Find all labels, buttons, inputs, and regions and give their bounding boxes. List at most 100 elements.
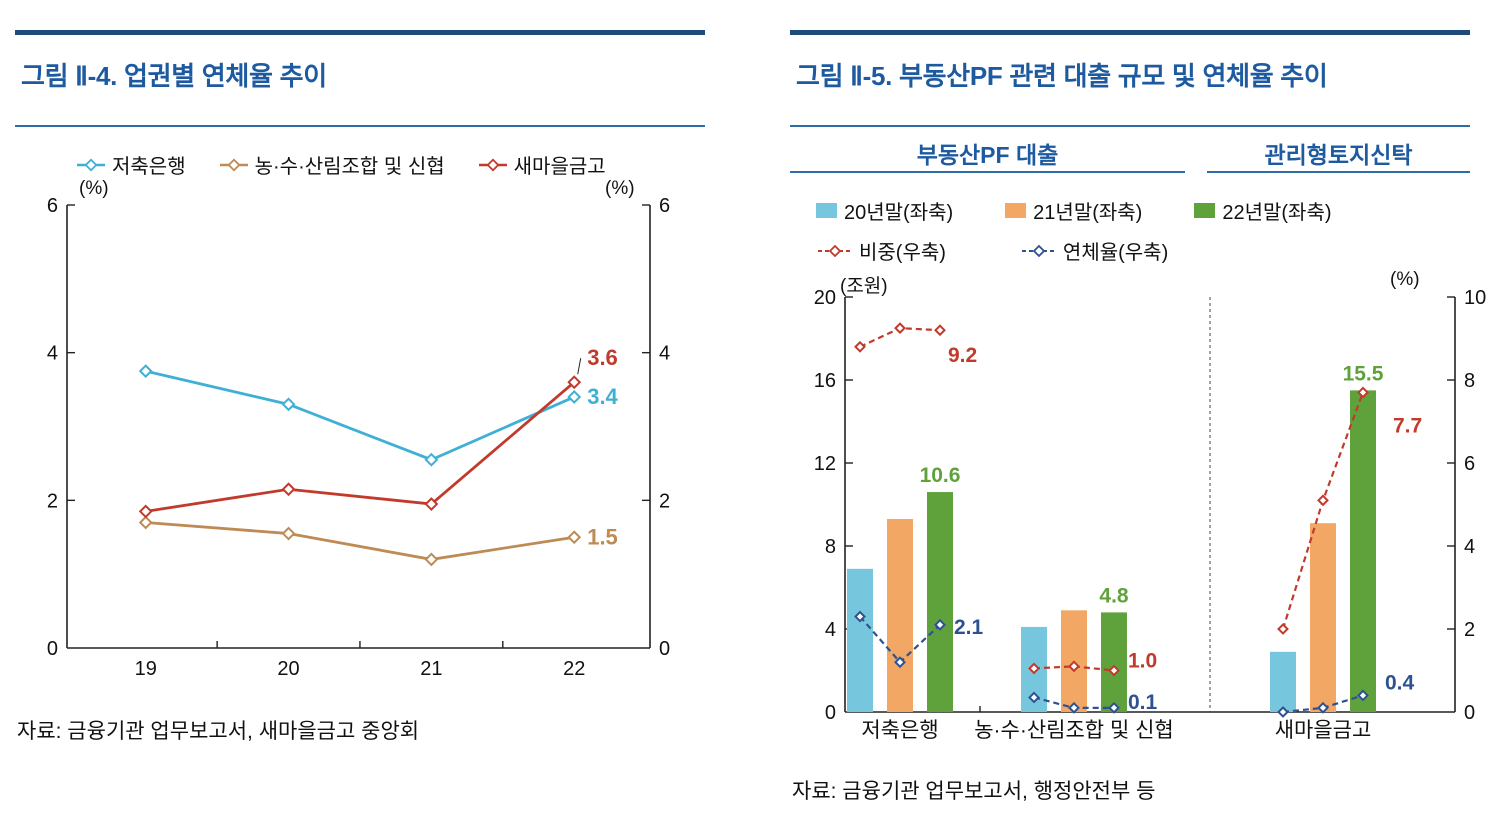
diamond-marker-icon (1357, 689, 1369, 702)
figure-5-chart: 048121620024681010.64.815.59.21.07.72.10… (814, 287, 1487, 742)
diamond-marker-icon (281, 482, 296, 497)
diamond-marker-icon (138, 515, 153, 530)
figure-4-legend: 저축은행 농·수·산림조합 및 신협 새마을금고 (77, 150, 606, 179)
svg-text:6: 6 (47, 195, 58, 217)
svg-text:20: 20 (814, 287, 836, 309)
legend-label: 21년말(좌축) (1033, 202, 1143, 224)
diamond-marker-icon (934, 618, 946, 631)
fig5-bar-series1-group2 (1310, 523, 1336, 712)
legend-label: 연체율(우축) (1062, 242, 1169, 264)
dashed-line-diamond-icon (818, 244, 852, 257)
diamond-marker-icon (1317, 701, 1329, 714)
legend-label: 새마을금고 (513, 156, 606, 178)
figure-5-left-axis-unit: (조원) (840, 276, 888, 297)
fig4-line-series-1 (145, 521, 575, 561)
svg-text:0: 0 (47, 638, 58, 660)
svg-text:21: 21 (420, 658, 442, 680)
figure-4-title: 그림 Ⅱ-4. 업권별 연체율 추이 (21, 61, 327, 91)
fig5-category-label: 농·수·산림조합 및 신협 (974, 719, 1174, 742)
dashed-line-diamond-icon (1021, 244, 1056, 257)
legend-label: 22년말(좌축) (1222, 202, 1332, 224)
fig5-bar-series1-group0 (887, 519, 913, 712)
diamond-marker-icon (1108, 701, 1120, 714)
fig5-line-label: 1.0 (1128, 650, 1157, 673)
fig5-bar-label: 4.8 (1099, 584, 1129, 607)
diamond-marker-icon (1028, 662, 1040, 675)
figure-4-left-axis-unit: (%) (79, 178, 109, 199)
legend-label: 20년말(좌축) (844, 202, 954, 224)
fig4-end-label-0: 3.4 (587, 384, 618, 409)
bar-swatch-icon (1005, 203, 1027, 218)
svg-text:22: 22 (563, 658, 585, 680)
section-rule-left (790, 171, 1185, 173)
fig5-axis-labels: 0 4 8 12 16 20 0 2 4 6 8 10 (814, 287, 1487, 724)
svg-text:4: 4 (825, 619, 836, 641)
diamond-marker-icon (1108, 664, 1120, 677)
figure-4-chart: 0 02 24 46 619 20 21 223.41.53.6 (47, 195, 670, 680)
fig4-axes (66, 205, 651, 649)
legend-label: 비중(우축) (859, 242, 946, 264)
diamond-marker-icon (567, 390, 582, 404)
fig4-line-series-2 (145, 381, 576, 513)
svg-text:19: 19 (135, 658, 157, 680)
bar-swatch-icon (816, 203, 837, 218)
diamond-marker-icon (854, 610, 866, 623)
diamond-marker-icon (934, 324, 946, 337)
figure-4-title-rule (15, 125, 705, 127)
fig5-bar-series2-group0 (927, 492, 953, 712)
figure-5-bar-legend: 20년말(좌축) 21년말(좌축) 22년말(좌축) (816, 196, 1332, 225)
legend-label: 농·수·산림조합 및 신협 (254, 156, 445, 178)
figure-4-panel: 그림 Ⅱ-4. 업권별 연체율 추이 저축은행 농·수·산림조합 및 신협 새마을금… (15, 30, 705, 800)
diamond-marker-icon (281, 397, 296, 412)
diamond-marker-icon (424, 452, 439, 467)
diamond-marker-icon (424, 552, 439, 567)
fig5-bar-series0-group0 (847, 568, 873, 712)
diamond-marker-icon (281, 526, 296, 541)
diamond-marker-icon (1317, 494, 1329, 507)
figure-5-top-rule (790, 30, 1470, 35)
figure-5-bar-legend-item-2: 22년말(좌축) (1194, 196, 1332, 225)
section-header-land-trust: 관리형토지신탁 (1264, 142, 1413, 168)
svg-text:6: 6 (659, 195, 670, 217)
diamond-marker-icon (1357, 386, 1369, 399)
svg-text:4: 4 (659, 343, 670, 365)
svg-text:8: 8 (825, 536, 836, 558)
figure-5-bar-legend-item-0: 20년말(좌축) (816, 196, 953, 225)
fig4-ticks (67, 204, 650, 648)
diamond-marker-icon (1277, 706, 1289, 718)
figure-5-bar-legend-item-1: 21년말(좌축) (1005, 196, 1142, 225)
fig4-leader-line (577, 358, 582, 375)
line-diamond-icon (478, 158, 507, 171)
fig4-end-label-2: 3.6 (587, 345, 618, 370)
fig4-axis-labels: 0 02 24 46 619 20 21 22 (47, 195, 670, 680)
diamond-marker-icon (1068, 660, 1080, 673)
svg-text:0: 0 (825, 702, 836, 724)
fig5-category-label: 새마을금고 (1275, 719, 1372, 742)
diamond-marker-icon (1028, 691, 1040, 704)
legend-label: 저축은행 (112, 156, 186, 178)
svg-text:2: 2 (659, 490, 670, 512)
svg-text:8: 8 (1464, 370, 1475, 392)
svg-text:20: 20 (277, 658, 299, 680)
diamond-marker-icon (1277, 623, 1289, 635)
figure-5-line-legend: 비중(우축) 연체율(우축) (818, 236, 1168, 265)
svg-text:12: 12 (814, 453, 836, 475)
svg-text:4: 4 (47, 343, 58, 365)
svg-text:0: 0 (1464, 702, 1475, 724)
bar-swatch-icon (1194, 203, 1216, 218)
figure-5-title: 그림 Ⅱ-5. 부동산PF 관련 대출 규모 및 연체율 추이 (796, 61, 1328, 91)
figure-4-legend-item-0: 저축은행 (77, 150, 186, 179)
line-diamond-icon (219, 158, 248, 171)
figure-5-source: 자료: 금융기관 업무보고서, 행정안전부 등 (792, 780, 1156, 803)
figure-5-line-legend-item-1: 연체율(우축) (1021, 236, 1169, 265)
svg-text:2: 2 (1464, 619, 1475, 641)
fig5-bar-series0-group2 (1270, 651, 1296, 712)
diamond-marker-icon (894, 322, 906, 335)
svg-text:10: 10 (1464, 287, 1486, 309)
fig5-bar-label: 15.5 (1343, 362, 1384, 385)
svg-text:4: 4 (1464, 536, 1475, 558)
fig5-line-label: 2.1 (954, 616, 984, 639)
svg-text:2: 2 (47, 490, 58, 512)
fig4-line-series-0 (145, 369, 575, 462)
